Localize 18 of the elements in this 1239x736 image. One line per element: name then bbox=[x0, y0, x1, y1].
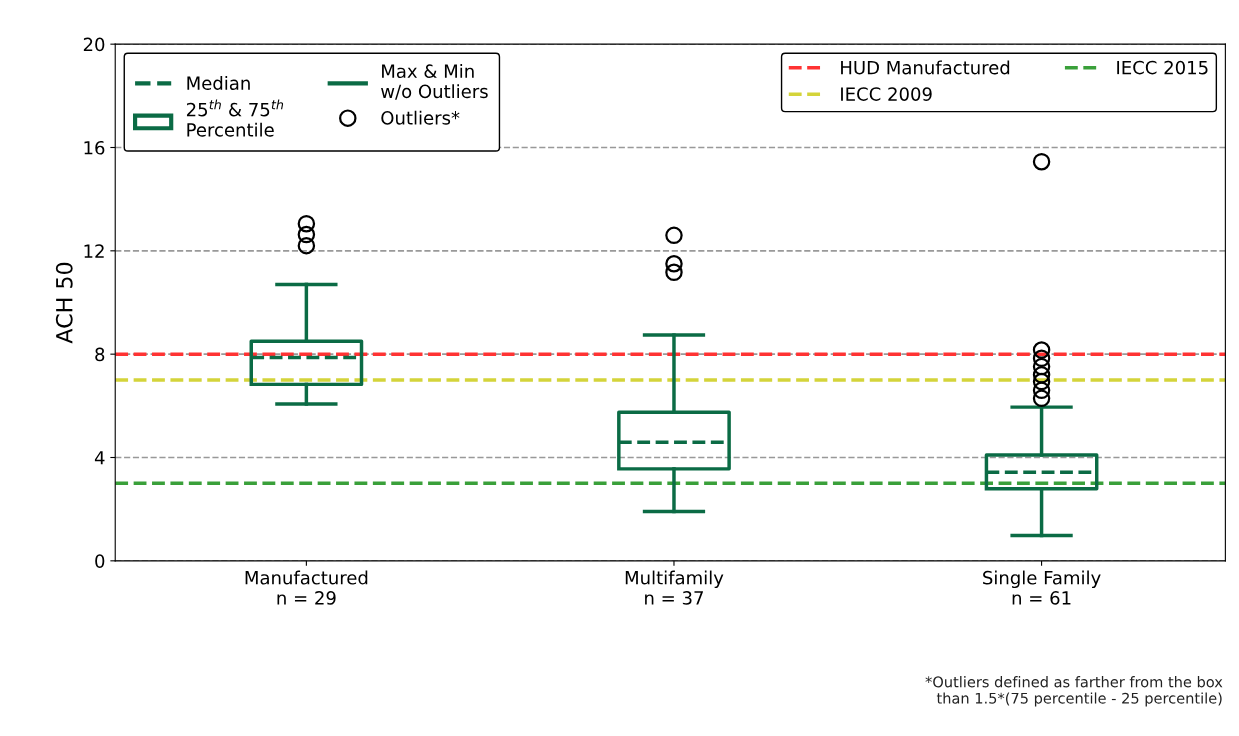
x-tick-label: Multifamily n = 37 bbox=[625, 570, 724, 605]
annotation: Median bbox=[187, 76, 250, 90]
y-tick-label: 20 bbox=[83, 37, 105, 52]
y-tick-label: 8 bbox=[95, 347, 105, 362]
annotation: Outliers* bbox=[381, 110, 460, 125]
y-tick-label: 4 bbox=[94, 451, 105, 465]
x-tick-label: Single Family n = 61 bbox=[983, 570, 1101, 605]
text: *Outliers defined as farther from the box than 1.5*(75 percentile - 25 percentile) bbox=[925, 676, 1223, 707]
x-tick-label: Manufactured n = 29 bbox=[245, 570, 368, 605]
y-tick-label: 0 bbox=[95, 554, 105, 568]
legend-label: IECC 2015 bbox=[1117, 60, 1208, 75]
annotation: Max & Min w/o Outliers bbox=[381, 64, 488, 100]
y-axis-title: ACH 50 bbox=[55, 262, 73, 344]
y-tick-label: 16 bbox=[84, 140, 105, 155]
y-tick-label: 12 bbox=[84, 244, 104, 258]
annotation: 25$^{th}$ & 75$^{th}$ Percentile bbox=[186, 99, 284, 137]
legend-label: HUD Manufactured bbox=[841, 60, 1010, 75]
legend-label: IECC 2009 bbox=[841, 87, 932, 101]
